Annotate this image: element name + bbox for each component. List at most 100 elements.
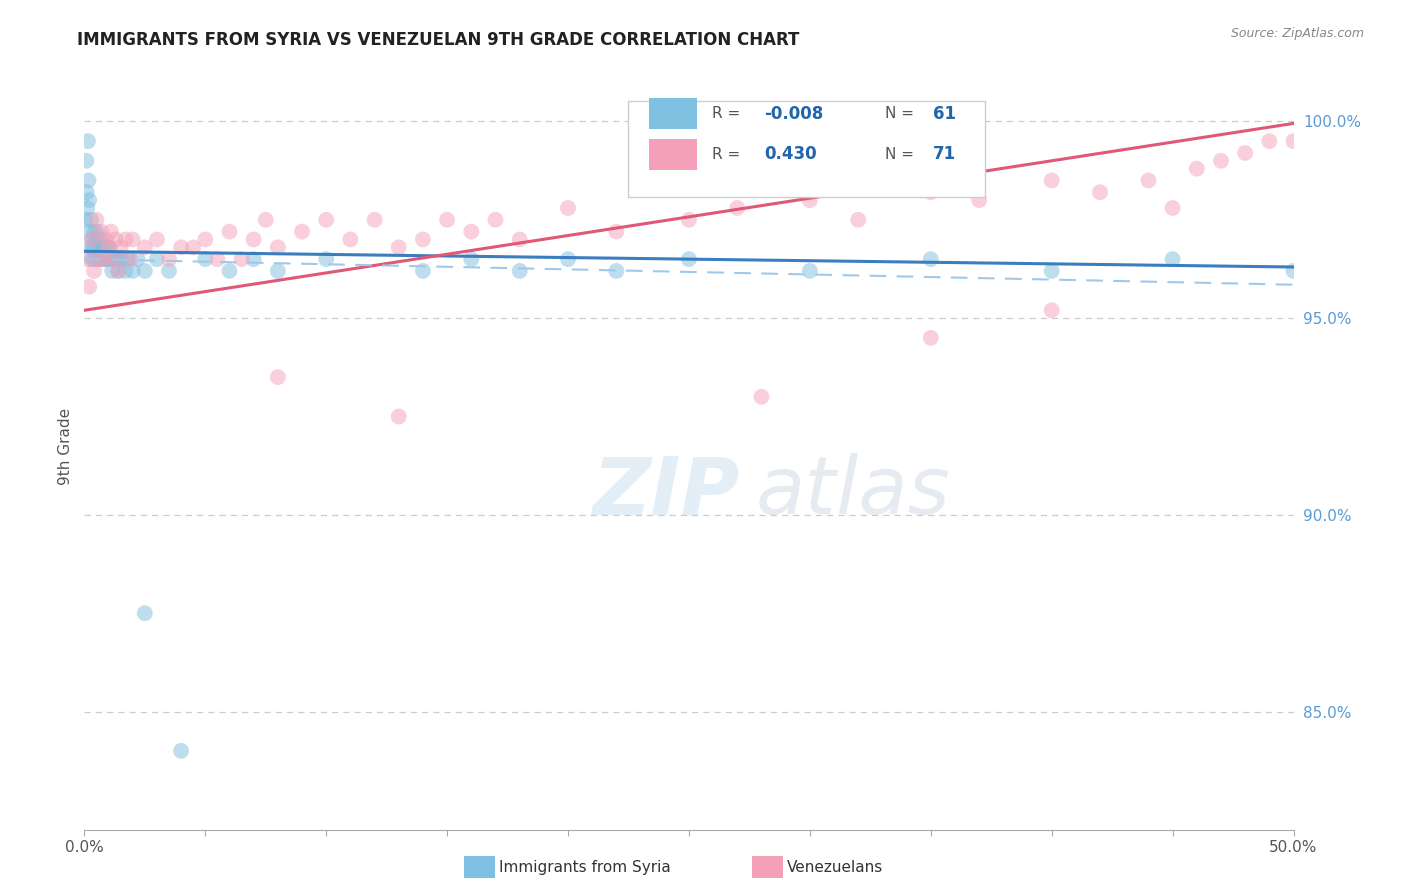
Point — [80, 232, 103, 246]
Text: N =: N = — [884, 106, 914, 121]
Point — [120, 252, 142, 267]
Point — [103, 252, 125, 267]
Point — [388, 409, 411, 424]
Point — [725, 201, 748, 215]
Point — [107, 264, 129, 278]
Point — [110, 240, 132, 254]
Point — [76, 201, 98, 215]
Point — [1040, 264, 1063, 278]
Point — [82, 232, 104, 246]
Text: -0.008: -0.008 — [763, 105, 823, 123]
Point — [100, 252, 122, 267]
Point — [242, 252, 264, 267]
Point — [83, 264, 105, 278]
Point — [94, 232, 117, 246]
Point — [75, 212, 97, 227]
Point — [94, 252, 117, 267]
Point — [134, 606, 156, 620]
Point — [75, 153, 97, 168]
Point — [93, 252, 115, 267]
Point — [1137, 173, 1160, 187]
Text: IMMIGRANTS FROM SYRIA VS VENEZUELAN 9TH GRADE CORRELATION CHART: IMMIGRANTS FROM SYRIA VS VENEZUELAN 9TH … — [77, 31, 800, 49]
Point — [1040, 303, 1063, 318]
Point — [87, 232, 110, 246]
Point — [89, 240, 111, 254]
Point — [112, 252, 135, 267]
Point — [114, 232, 136, 246]
Point — [799, 264, 821, 278]
Point — [103, 252, 125, 267]
Point — [90, 225, 112, 239]
Point — [678, 212, 700, 227]
Point — [1088, 186, 1111, 200]
Point — [98, 240, 121, 254]
Point — [920, 186, 942, 200]
Point — [1379, 122, 1402, 136]
Point — [207, 252, 229, 267]
Point — [97, 252, 120, 267]
Point — [315, 212, 337, 227]
Text: N =: N = — [884, 147, 914, 162]
Text: R =: R = — [711, 106, 740, 121]
Point — [1185, 161, 1208, 176]
Text: 71: 71 — [934, 145, 956, 163]
Point — [267, 240, 290, 254]
Point — [1161, 252, 1184, 267]
Point — [509, 232, 531, 246]
Point — [86, 252, 108, 267]
Point — [77, 279, 100, 293]
Text: R =: R = — [711, 147, 740, 162]
Point — [83, 240, 105, 254]
Point — [1282, 264, 1305, 278]
Point — [87, 252, 110, 267]
Point — [1234, 145, 1257, 160]
Point — [605, 264, 627, 278]
Point — [218, 225, 240, 239]
Point — [363, 212, 385, 227]
Point — [96, 240, 118, 254]
Point — [77, 173, 100, 187]
Point — [80, 212, 103, 227]
Point — [194, 232, 217, 246]
Point — [87, 252, 110, 267]
Point — [484, 212, 506, 227]
Point — [83, 225, 105, 239]
Point — [1040, 173, 1063, 187]
Point — [412, 232, 434, 246]
Point — [678, 252, 700, 267]
Point — [134, 240, 156, 254]
Text: Source: ZipAtlas.com: Source: ZipAtlas.com — [1230, 27, 1364, 40]
Point — [267, 370, 290, 384]
Point — [1330, 134, 1353, 148]
FancyBboxPatch shape — [628, 101, 986, 197]
Text: ZIP: ZIP — [592, 453, 740, 531]
Point — [967, 193, 990, 207]
Point — [1258, 134, 1281, 148]
Point — [101, 264, 124, 278]
Point — [181, 240, 204, 254]
Point — [509, 264, 531, 278]
Point — [86, 212, 108, 227]
Point — [127, 252, 149, 267]
Point — [557, 252, 579, 267]
Point — [460, 225, 482, 239]
Point — [76, 186, 98, 200]
Point — [117, 252, 139, 267]
Text: Immigrants from Syria: Immigrants from Syria — [499, 860, 671, 874]
Point — [97, 240, 120, 254]
Point — [920, 252, 942, 267]
Point — [77, 134, 100, 148]
Point — [339, 232, 361, 246]
Point — [231, 252, 253, 267]
Point — [79, 225, 101, 239]
Point — [1306, 122, 1329, 136]
Point — [100, 225, 122, 239]
Point — [83, 252, 105, 267]
Point — [79, 240, 101, 254]
Point — [1161, 201, 1184, 215]
Point — [93, 240, 115, 254]
Point — [114, 264, 136, 278]
Point — [846, 212, 869, 227]
Point — [605, 225, 627, 239]
Point — [920, 331, 942, 345]
